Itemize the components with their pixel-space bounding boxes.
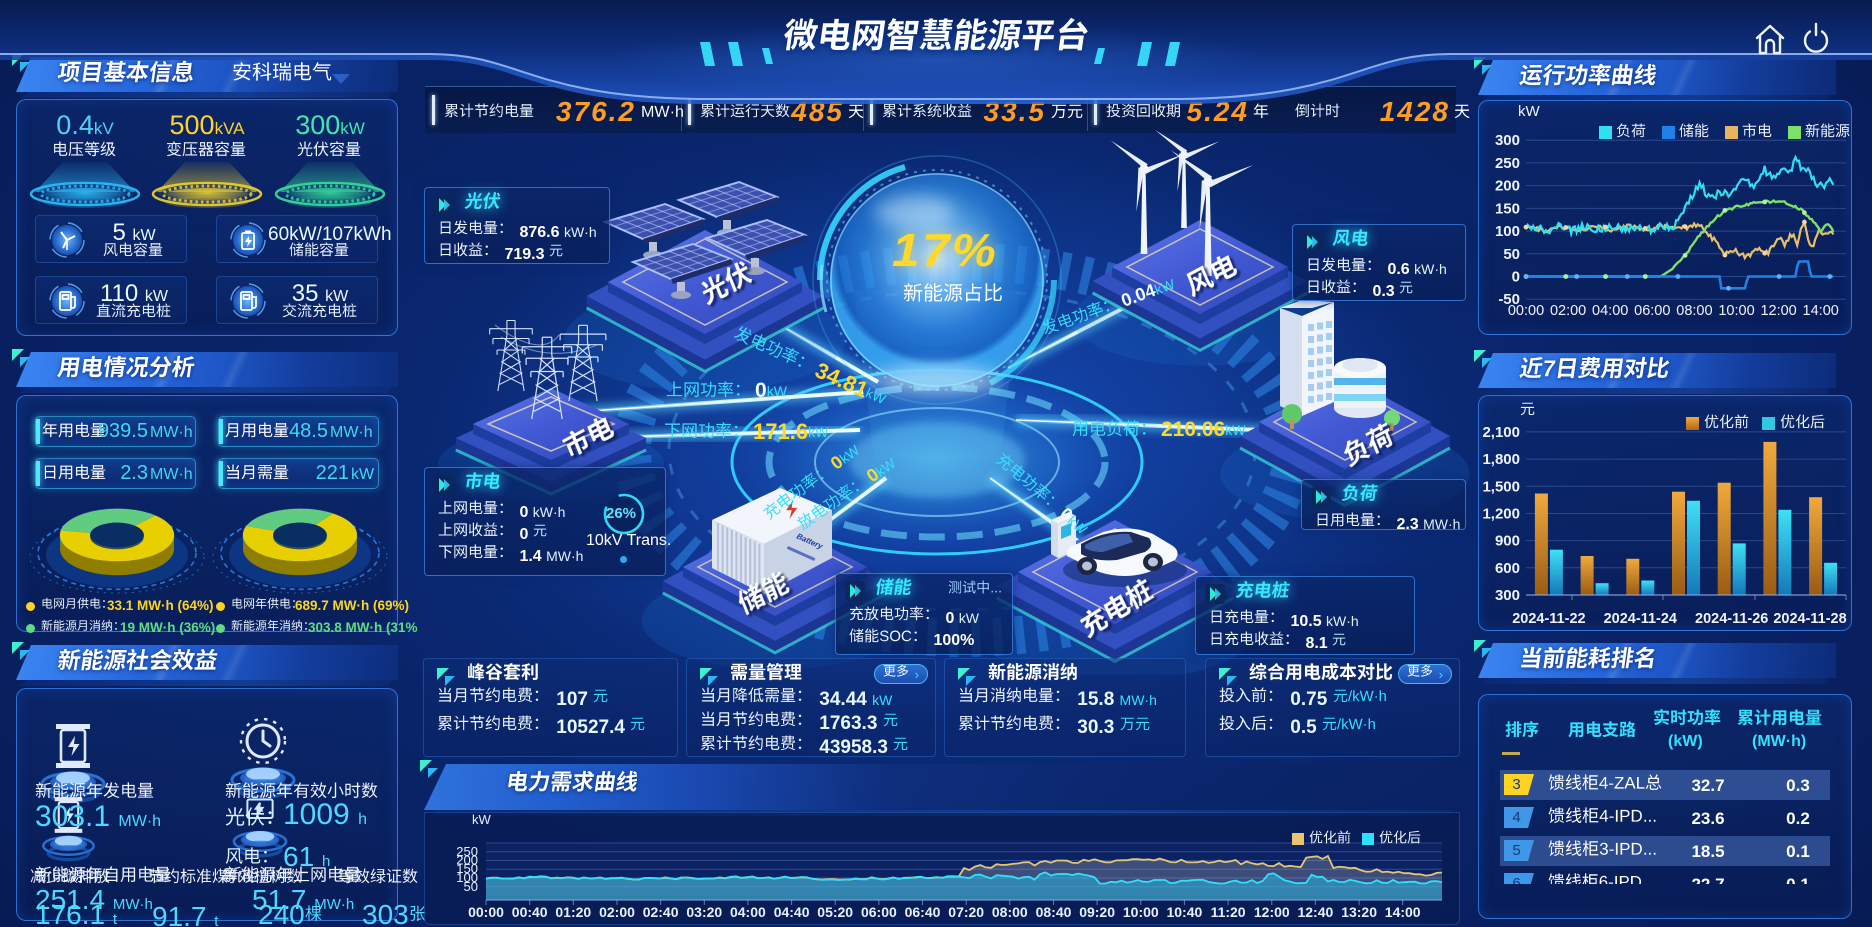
svg-text:12:00: 12:00 [1760, 303, 1796, 319]
svg-text:300: 300 [1495, 587, 1520, 604]
svg-text:12:00: 12:00 [1254, 904, 1290, 920]
svg-text:08:00: 08:00 [1676, 303, 1712, 319]
svg-text:1,800: 1,800 [1482, 451, 1520, 468]
svg-text:06:00: 06:00 [1634, 303, 1670, 319]
svg-text:2024-11-28: 2024-11-28 [1773, 611, 1846, 627]
svg-text:02:00: 02:00 [599, 904, 635, 920]
svg-text:11:20: 11:20 [1211, 904, 1246, 920]
svg-text:00:40: 00:40 [512, 904, 548, 920]
svg-text:250: 250 [456, 844, 478, 859]
svg-text:50: 50 [1503, 246, 1520, 263]
svg-text:1,500: 1,500 [1482, 478, 1520, 495]
svg-text:07:20: 07:20 [948, 904, 984, 920]
svg-text:100: 100 [1495, 223, 1520, 240]
svg-text:100: 100 [456, 870, 478, 885]
svg-text:150: 150 [1495, 200, 1520, 217]
svg-text:250: 250 [1495, 155, 1520, 172]
svg-text:08:00: 08:00 [992, 904, 1028, 920]
svg-text:10:00: 10:00 [1718, 303, 1754, 319]
svg-text:200: 200 [1495, 178, 1520, 195]
svg-text:200: 200 [456, 853, 478, 868]
svg-text:04:00: 04:00 [1592, 303, 1628, 319]
svg-text:02:40: 02:40 [643, 904, 679, 920]
svg-text:1,200: 1,200 [1482, 506, 1520, 523]
svg-text:02:00: 02:00 [1550, 303, 1586, 319]
svg-text:13:20: 13:20 [1341, 904, 1377, 920]
svg-text:06:00: 06:00 [861, 904, 897, 920]
svg-text:2,100: 2,100 [1482, 424, 1520, 441]
svg-text:0: 0 [1512, 269, 1520, 286]
svg-text:900: 900 [1495, 533, 1520, 550]
svg-text:2024-11-26: 2024-11-26 [1695, 611, 1768, 627]
svg-text:05:20: 05:20 [817, 904, 853, 920]
svg-text:03:20: 03:20 [686, 904, 722, 920]
svg-text:04:00: 04:00 [730, 904, 766, 920]
svg-text:14:00: 14:00 [1385, 904, 1421, 920]
svg-text:50: 50 [464, 879, 478, 894]
svg-text:14:00: 14:00 [1803, 303, 1839, 319]
svg-text:kW: kW [472, 812, 492, 827]
svg-text:300: 300 [1495, 132, 1520, 149]
svg-text:00:00: 00:00 [468, 904, 504, 920]
svg-text:600: 600 [1495, 560, 1520, 577]
svg-text:12:40: 12:40 [1297, 904, 1333, 920]
svg-text:2024-11-22: 2024-11-22 [1512, 611, 1585, 627]
svg-text:06:40: 06:40 [905, 904, 941, 920]
svg-text:150: 150 [456, 861, 478, 876]
svg-text:04:40: 04:40 [774, 904, 810, 920]
svg-text:-50: -50 [1498, 291, 1520, 308]
svg-text:kW: kW [1518, 103, 1541, 120]
svg-text:08:40: 08:40 [1036, 904, 1072, 920]
svg-text:2024-11-24: 2024-11-24 [1604, 611, 1677, 627]
svg-text:01:20: 01:20 [555, 904, 591, 920]
svg-text:09:20: 09:20 [1079, 904, 1115, 920]
svg-text:10:00: 10:00 [1123, 904, 1159, 920]
svg-text:00:00: 00:00 [1508, 303, 1544, 319]
svg-text:10:40: 10:40 [1166, 904, 1202, 920]
